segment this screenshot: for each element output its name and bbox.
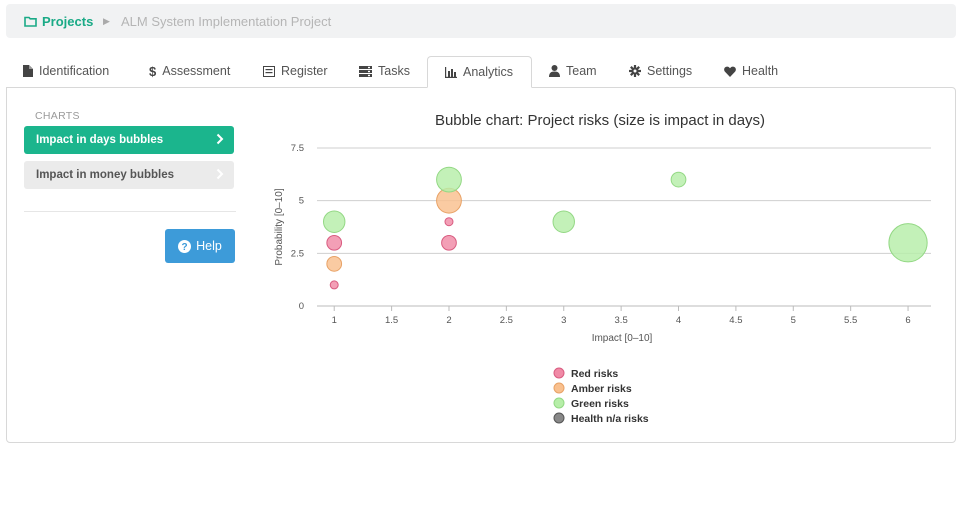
bubble-point: [888, 223, 928, 263]
tab-label: Health: [742, 64, 779, 78]
x-axis-label: Impact [0–10]: [592, 333, 653, 344]
help-button[interactable]: ? Help: [165, 229, 235, 263]
tab-label: Assessment: [162, 64, 231, 78]
tasks-icon: [359, 65, 372, 77]
tab-label: Identification: [39, 64, 110, 78]
legend-marker: [553, 367, 565, 379]
x-tick-label: 4.5: [729, 315, 742, 326]
tab-label: Settings: [647, 64, 693, 78]
tab-label: Register: [281, 64, 328, 78]
tab-identification[interactable]: Identification: [23, 56, 109, 86]
breadcrumb-projects-link[interactable]: Projects: [24, 14, 93, 29]
x-tick-label: 5: [791, 315, 796, 326]
bubble-point: [670, 171, 687, 188]
breadcrumb-current-project: ALM System Implementation Project: [121, 14, 332, 29]
breadcrumb-projects-label: Projects: [42, 14, 94, 29]
legend-marker: [553, 397, 565, 409]
sidebar-item-impact-money[interactable]: Impact in money bubbles: [24, 161, 234, 189]
bubble-point: [441, 234, 457, 251]
tab-assessment[interactable]: $ Assessment: [149, 56, 230, 86]
tab-label: Team: [566, 64, 597, 78]
bubble-point: [436, 166, 462, 193]
breadcrumb-separator-icon: ▶: [103, 16, 110, 26]
chevron-right-icon: [216, 133, 224, 145]
question-circle-icon: ?: [178, 239, 192, 253]
legend-label: Green risks: [571, 398, 629, 410]
y-tick-label: 5: [299, 196, 304, 207]
x-tick-label: 1.5: [385, 315, 398, 326]
heart-icon: [724, 66, 736, 77]
x-tick-label: 3.5: [615, 315, 628, 326]
tab-analytics[interactable]: Analytics: [427, 56, 532, 88]
y-axis-label: Probability [0–10]: [274, 188, 285, 265]
bubble-point: [329, 280, 339, 290]
analytics-panel: CHARTS Impact in days bubbles Impact in …: [6, 87, 956, 443]
legend-marker: [553, 412, 565, 424]
file-icon: [23, 65, 33, 77]
y-tick-label: 0: [299, 301, 304, 312]
user-icon: [549, 65, 560, 77]
bubble-point: [444, 217, 454, 227]
chart-title: Bubble chart: Project risks (size is imp…: [435, 112, 765, 129]
tab-tasks[interactable]: Tasks: [359, 56, 410, 86]
svg-text:?: ?: [182, 242, 188, 253]
help-label: Help: [196, 239, 222, 253]
sidebar-divider: [24, 211, 236, 212]
x-tick-label: 1: [332, 315, 337, 326]
sidebar-item-label: Impact in days bubbles: [36, 134, 164, 146]
bubble-point: [326, 256, 343, 272]
tab-label: Tasks: [378, 64, 410, 78]
bubble-point: [552, 210, 575, 233]
bubble-point: [326, 234, 343, 251]
dollar-icon: $: [149, 63, 157, 79]
tab-settings[interactable]: Settings: [629, 56, 692, 86]
y-tick-label: 2.5: [291, 248, 304, 259]
y-tick-label: 7.5: [291, 143, 304, 154]
list-icon: [263, 65, 275, 77]
gear-icon: [629, 65, 641, 77]
tab-team[interactable]: Team: [549, 56, 597, 86]
x-tick-label: 4: [676, 315, 681, 326]
x-tick-label: 2.5: [500, 315, 513, 326]
sidebar-heading: CHARTS: [35, 110, 80, 122]
bar-chart-icon: [445, 66, 457, 78]
chevron-right-icon: [216, 168, 224, 180]
legend-label: Amber risks: [571, 383, 632, 395]
tab-register[interactable]: Register: [263, 56, 328, 86]
tab-bar: Identification $ Assessment Register Tas…: [0, 56, 960, 88]
x-tick-label: 6: [905, 315, 910, 326]
legend-label: Health n/a risks: [571, 413, 649, 425]
breadcrumb: Projects ▶ ALM System Implementation Pro…: [6, 4, 956, 38]
bubble-point: [322, 210, 346, 233]
sidebar-item-impact-days[interactable]: Impact in days bubbles: [24, 126, 234, 154]
x-tick-label: 5.5: [844, 315, 857, 326]
legend-marker: [553, 382, 565, 394]
folder-icon: [24, 16, 37, 27]
x-tick-label: 2: [446, 315, 451, 326]
legend-label: Red risks: [571, 368, 618, 380]
tab-label: Analytics: [463, 65, 514, 79]
tab-health[interactable]: Health: [724, 56, 778, 86]
sidebar-item-label: Impact in money bubbles: [36, 169, 175, 181]
x-tick-label: 3: [561, 315, 566, 326]
